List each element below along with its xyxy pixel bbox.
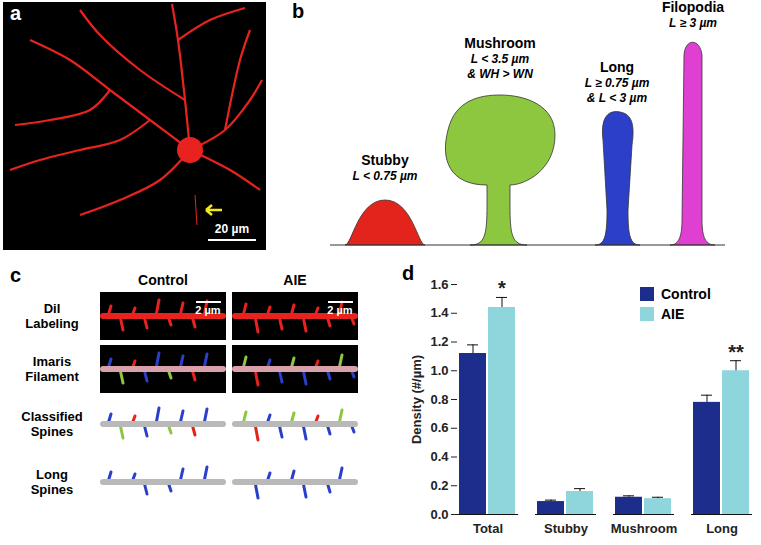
svg-text:0.2: 0.2 <box>430 478 448 493</box>
svg-text:Long: Long <box>600 59 634 75</box>
svg-text:Mushroom: Mushroom <box>611 521 677 536</box>
svg-text:0.4: 0.4 <box>430 449 449 464</box>
svg-text:ClassifiedSpines: ClassifiedSpines <box>21 409 82 439</box>
svg-text:L < 0.75 µm: L < 0.75 µm <box>352 169 417 183</box>
html-text:d: d <box>402 262 415 284</box>
svg-text:& WH > WN: & WH > WN <box>467 67 533 81</box>
svg-text:20 µm: 20 µm <box>215 222 249 236</box>
svg-text:1.6: 1.6 <box>430 277 448 292</box>
svg-text:L < 3.5 µm: L < 3.5 µm <box>471 52 530 66</box>
svg-text:1.4: 1.4 <box>430 305 449 320</box>
svg-text:1.0: 1.0 <box>430 363 448 378</box>
html-text:AIE: AIE <box>661 306 685 322</box>
svg-text:b: b <box>292 0 304 22</box>
svg-text:0.0: 0.0 <box>430 507 448 522</box>
svg-text:Control: Control <box>138 272 188 288</box>
svg-text:0.8: 0.8 <box>430 392 448 407</box>
svg-text:0.6: 0.6 <box>430 420 448 435</box>
svg-text:Stubby: Stubby <box>544 521 589 536</box>
svg-text:**: ** <box>728 341 744 363</box>
svg-text:a: a <box>10 2 22 24</box>
svg-text:1.2: 1.2 <box>430 334 448 349</box>
svg-text:Total: Total <box>473 521 503 536</box>
svg-text:*: * <box>498 277 506 299</box>
svg-text:L ≥ 3 µm: L ≥ 3 µm <box>669 16 717 30</box>
svg-text:2 µm: 2 µm <box>327 304 353 316</box>
svg-text:& L < 3 µm: & L < 3 µm <box>587 91 648 105</box>
svg-text:L ≥ 0.75 µm: L ≥ 0.75 µm <box>585 76 650 90</box>
svg-text:Filopodia: Filopodia <box>662 0 724 15</box>
svg-text:2 µm: 2 µm <box>195 304 221 316</box>
svg-text:Mushroom: Mushroom <box>464 35 536 51</box>
svg-text:c: c <box>10 264 21 286</box>
svg-text:AIE: AIE <box>283 272 306 288</box>
svg-text:Density (#/µm): Density (#/µm) <box>409 355 424 444</box>
svg-text:Stubby: Stubby <box>361 152 409 168</box>
svg-text:DiILabeling: DiILabeling <box>25 301 79 331</box>
html-text:Control: Control <box>661 286 711 302</box>
svg-text:LongSpines: LongSpines <box>31 467 74 497</box>
svg-text:ImarisFilament: ImarisFilament <box>25 354 79 384</box>
svg-text:Long: Long <box>706 521 738 536</box>
